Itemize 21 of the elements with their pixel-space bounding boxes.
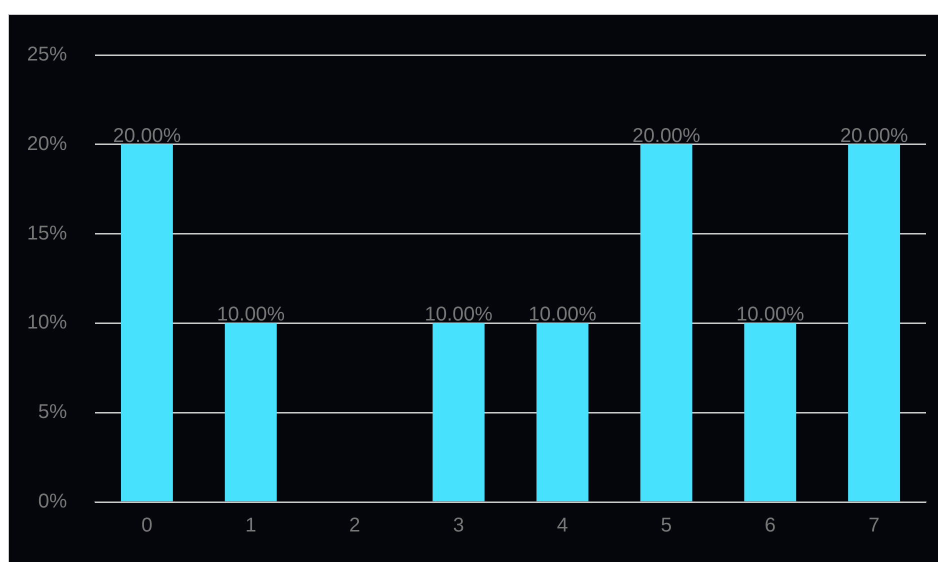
x-tick-label: 0 xyxy=(141,514,152,537)
x-tick-label: 3 xyxy=(453,514,464,537)
data-label: 10.00% xyxy=(736,304,804,326)
x-tick-label: 2 xyxy=(349,514,360,537)
x-tick-label: 1 xyxy=(245,514,256,537)
data-label: 10.00% xyxy=(216,304,285,326)
y-tick-label: 20% xyxy=(26,132,68,155)
x-tick-label: 4 xyxy=(556,514,568,537)
y-tick-label: 0% xyxy=(38,490,68,513)
data-label: 20.00% xyxy=(113,124,182,147)
y-tick-label: 15% xyxy=(26,222,68,244)
data-label: 10.00% xyxy=(528,304,597,326)
y-tick-label: 5% xyxy=(38,401,68,424)
data-label: 20.00% xyxy=(840,124,908,147)
x-tick-label: 6 xyxy=(764,514,776,537)
data-label: 10.00% xyxy=(424,304,493,326)
x-tick-label: 7 xyxy=(868,514,880,537)
data-label: 20.00% xyxy=(632,124,700,147)
y-tick-label: 25% xyxy=(26,44,68,66)
x-tick-label: 5 xyxy=(660,514,672,537)
y-tick-label: 10% xyxy=(26,312,68,334)
